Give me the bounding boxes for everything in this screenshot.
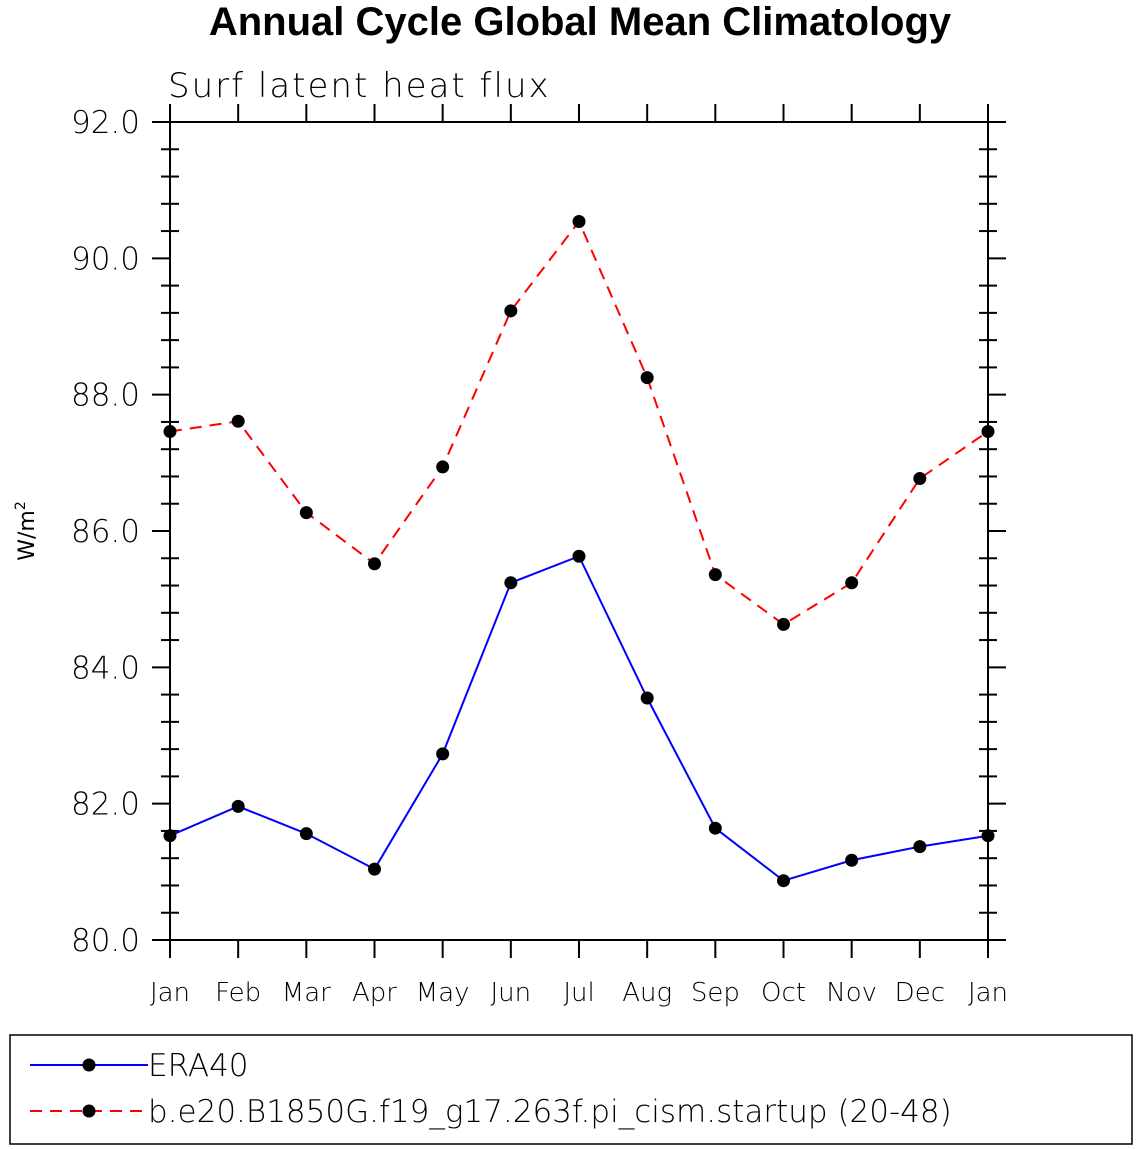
y-tick-labels: 80.0 82.0 84.0 86.0 88.0 90.0 92.0 [71,105,140,959]
y-axis-label: W/m2 [13,501,40,561]
chart-title: Annual Cycle Global Mean Climatology [209,0,952,44]
series-line [169,219,989,626]
x-tick-label: Jan [968,978,1008,1008]
x-tick-label: Aug [622,978,672,1008]
axis-ticks [152,104,1006,958]
y-axis-label-text: W/m [15,510,40,561]
data-point [572,215,586,229]
x-tick-label: Feb [215,978,261,1008]
data-point [436,460,450,474]
x-tick-label: Jul [563,978,594,1008]
x-tick-label: Apr [352,978,397,1008]
x-tick-label: May [416,978,470,1008]
chart-subtitle: Surf latent heat flux [168,66,551,106]
data-point [163,829,177,843]
y-tick-label: 84.0 [71,650,140,686]
legend-marker [82,1058,96,1072]
x-tick-label: Nov [826,978,877,1008]
series-layer [163,215,995,888]
series-line [169,554,989,882]
data-point [299,506,313,520]
x-tick-label: Dec [895,978,945,1008]
data-point [845,576,859,590]
x-tick-label: Sep [691,978,740,1008]
data-point [913,840,927,854]
y-tick-label: 90.0 [71,241,140,277]
data-point [504,304,518,318]
data-point [640,691,654,705]
x-tick-label: Jan [150,978,190,1008]
data-point [777,874,790,888]
y-tick-label: 92.0 [71,105,140,141]
legend-box [9,1034,1133,1145]
y-tick-label: 80.0 [71,923,140,959]
legend: ERA40 b.e20.B1850G.f19_g17.263f.pi_cism.s… [30,1048,952,1130]
data-point [299,827,313,841]
data-point [640,371,654,385]
data-point [708,821,722,835]
y-tick-label: 88.0 [71,378,140,414]
data-point [504,576,518,590]
x-tick-labels: Jan Feb Mar Apr May Jun Jul Aug Sep Oct Nov Dec Jan [150,978,1008,1008]
data-point [913,472,927,486]
data-point [981,829,995,843]
y-tick-label: 82.0 [71,787,140,823]
plot-frame [169,121,989,941]
data-point [163,424,177,438]
data-point [231,414,245,428]
legend-label: b.e20.B1850G.f19_g17.263f.pi_cism.startu… [148,1094,952,1130]
legend-marker [82,1104,96,1118]
data-point [368,557,381,571]
data-point [845,853,859,867]
legend-label: ERA40 [148,1048,249,1084]
y-tick-label: 86.0 [71,514,140,550]
data-point [708,568,722,582]
x-tick-label: Jun [491,978,532,1008]
x-tick-label: Mar [282,978,331,1008]
data-point [368,862,381,876]
data-point [231,799,245,813]
data-point [981,424,995,438]
data-point [777,617,790,631]
y-axis-label-superscript: 2 [13,501,29,510]
data-point [436,747,450,761]
x-tick-label: Oct [761,978,806,1008]
data-point [572,549,586,563]
